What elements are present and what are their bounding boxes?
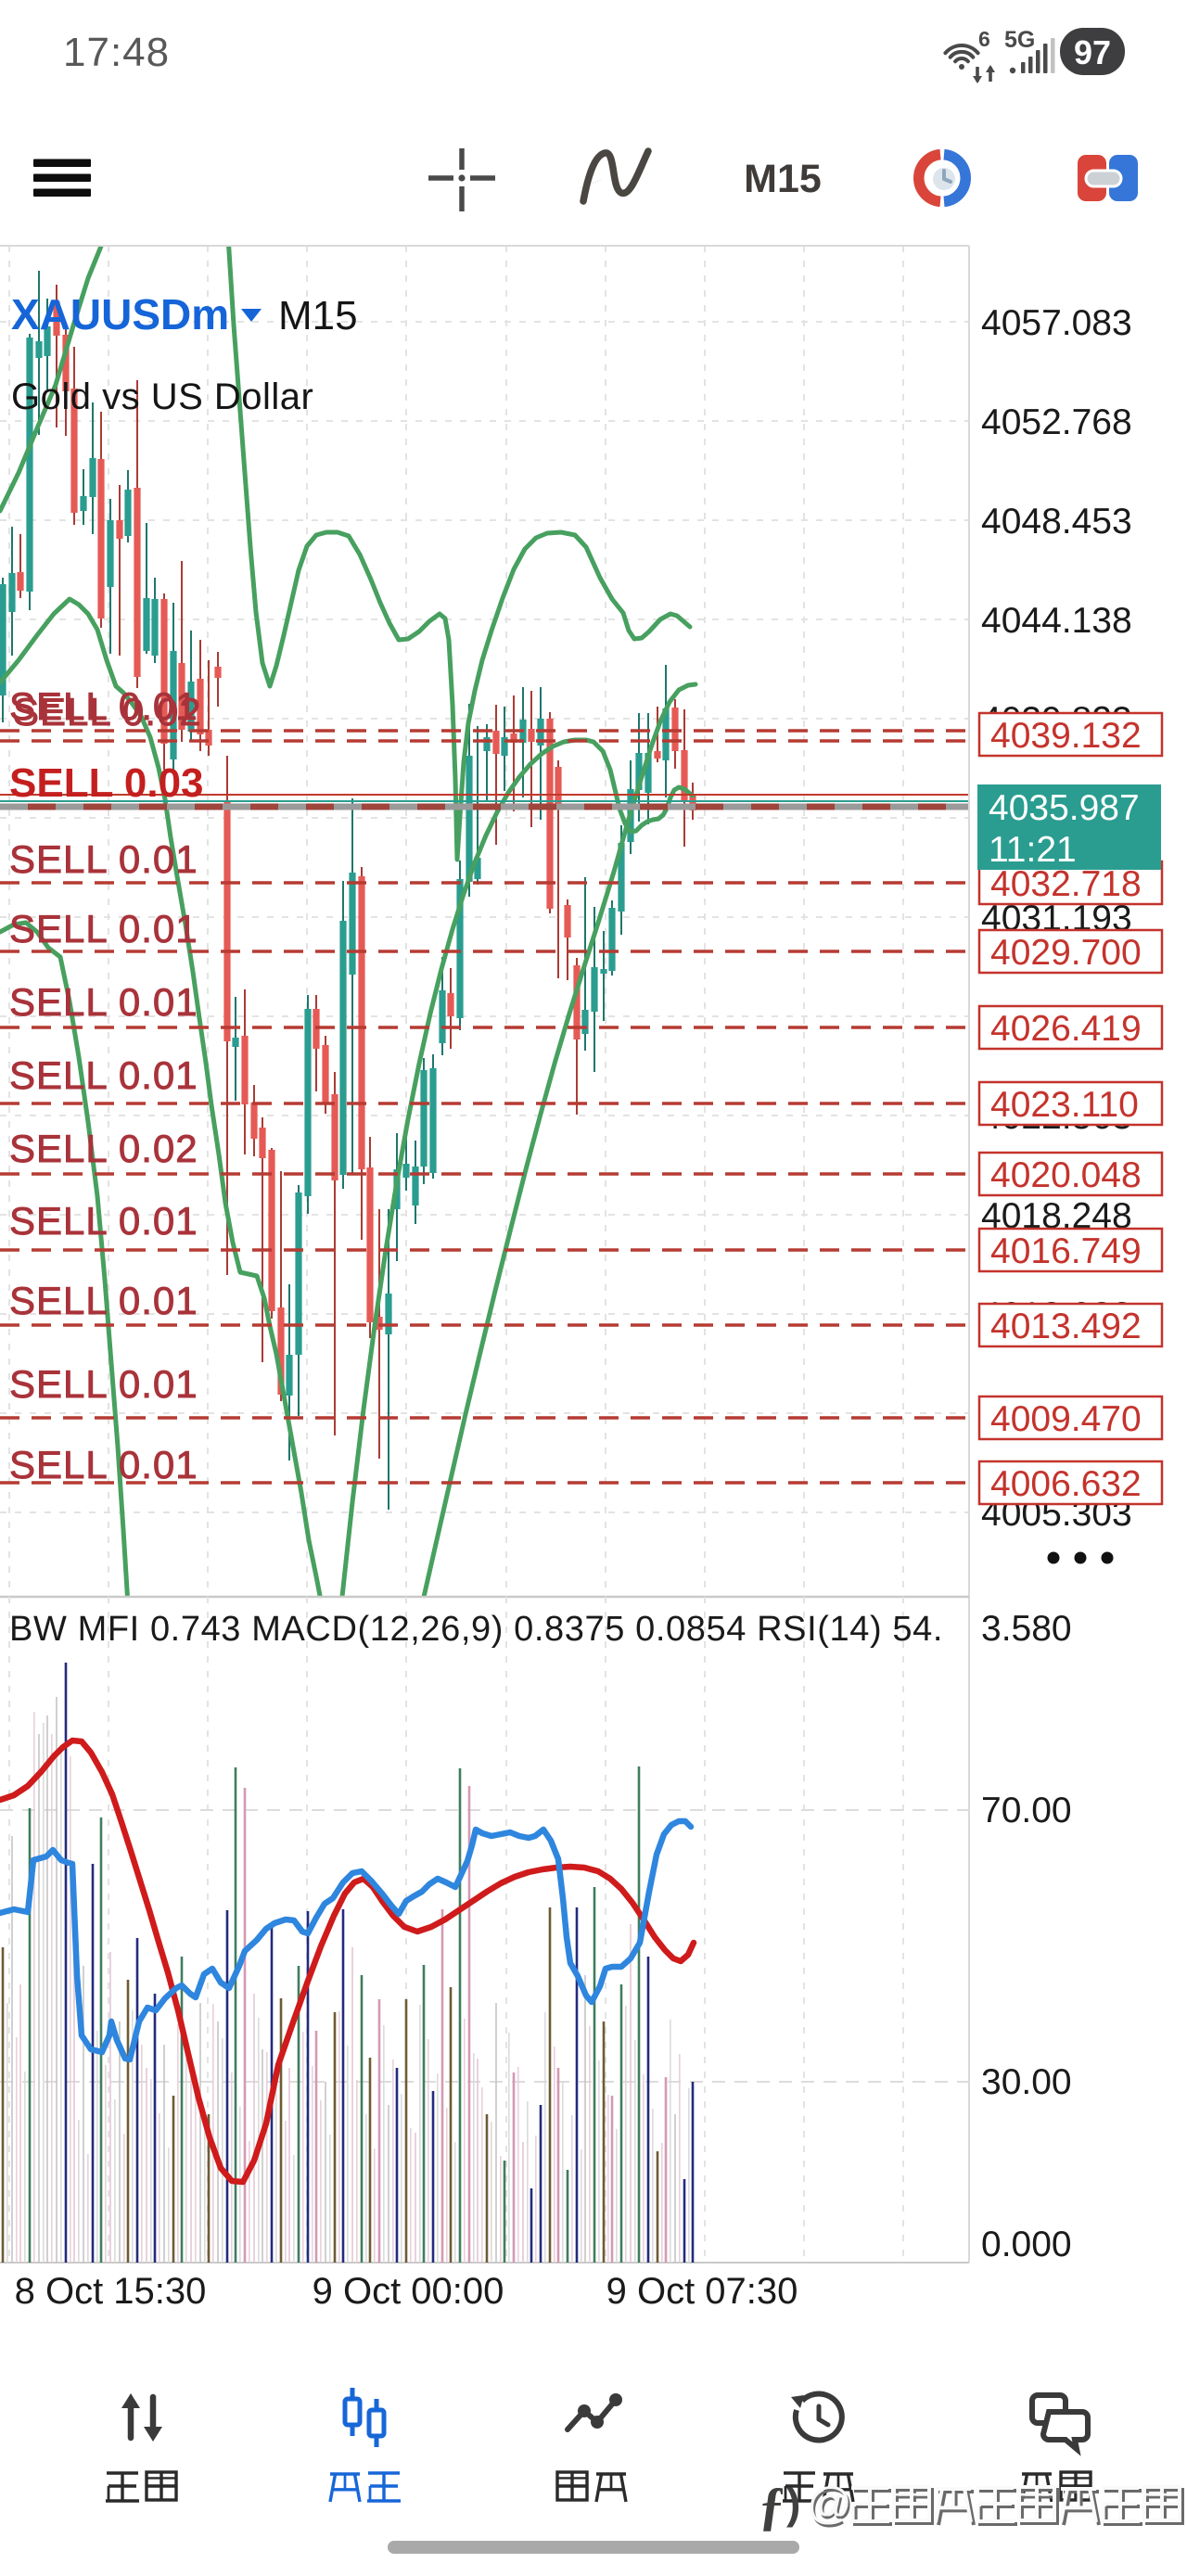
svg-text:SELL 0.01: SELL 0.01 <box>9 1279 198 1322</box>
svg-text:SELL 0.02: SELL 0.02 <box>9 1127 198 1170</box>
svg-text:SELL 0.01: SELL 0.01 <box>9 1199 198 1243</box>
svg-text:@: @ <box>809 2482 854 2531</box>
svg-text:17:48: 17:48 <box>63 30 170 75</box>
svg-text:BW MFI 0.743 MACD(12,26,9) 0.8: BW MFI 0.743 MACD(12,26,9) 0.8375 0.0854… <box>9 1610 943 1649</box>
svg-text:SELL 0.01: SELL 0.01 <box>9 1053 198 1097</box>
svg-text:SELL 0.01: SELL 0.01 <box>9 1362 198 1406</box>
svg-text:SELL 0.01: SELL 0.01 <box>9 837 198 881</box>
svg-text:4006.632: 4006.632 <box>990 1464 1142 1504</box>
svg-text:6: 6 <box>978 27 990 51</box>
svg-text:M15: M15 <box>278 293 358 338</box>
svg-text:M15: M15 <box>744 157 822 201</box>
svg-text:Gold vs US Dollar: Gold vs US Dollar <box>11 376 313 417</box>
svg-text:SELL 0.01: SELL 0.01 <box>9 980 198 1024</box>
svg-text:4035.987: 4035.987 <box>989 788 1140 828</box>
svg-text:4032.718: 4032.718 <box>990 864 1142 904</box>
svg-text:@: @ <box>807 2480 852 2529</box>
svg-text:5G: 5G <box>1004 27 1035 53</box>
svg-text:ƒ: ƒ <box>759 2476 785 2536</box>
svg-text:): ) <box>786 2480 800 2528</box>
svg-text:SELL 0.01: SELL 0.01 <box>9 1443 198 1486</box>
svg-text:30.00: 30.00 <box>981 2062 1072 2102</box>
svg-text:4052.768: 4052.768 <box>981 402 1132 442</box>
svg-text:SELL 0.01: SELL 0.01 <box>9 684 198 728</box>
svg-text:SELL 0.02: SELL 0.02 <box>13 690 202 733</box>
svg-text:4048.453: 4048.453 <box>981 502 1132 542</box>
svg-text:8 Oct 15:30: 8 Oct 15:30 <box>15 2271 207 2312</box>
svg-text:4039.132: 4039.132 <box>990 716 1142 756</box>
svg-text:11:21: 11:21 <box>989 830 1077 870</box>
svg-text:4009.470: 4009.470 <box>990 1399 1142 1439</box>
svg-text:9 Oct 07:30: 9 Oct 07:30 <box>606 2271 798 2312</box>
svg-text:4020.048: 4020.048 <box>990 1155 1142 1195</box>
svg-text:3.580: 3.580 <box>981 1609 1072 1649</box>
svg-text:4016.749: 4016.749 <box>990 1231 1142 1271</box>
svg-text:4013.492: 4013.492 <box>990 1307 1142 1346</box>
svg-text:SELL 0.01: SELL 0.01 <box>9 907 198 950</box>
svg-text:4026.419: 4026.419 <box>990 1009 1142 1049</box>
svg-text:70.00: 70.00 <box>981 1791 1072 1830</box>
svg-text:4044.138: 4044.138 <box>981 601 1132 641</box>
svg-text:4057.083: 4057.083 <box>981 303 1132 343</box>
svg-text:SELL 0.03: SELL 0.03 <box>9 760 204 806</box>
svg-text:XAUUSDm: XAUUSDm <box>11 290 229 338</box>
svg-text:0.000: 0.000 <box>981 2225 1072 2264</box>
svg-text:9 Oct 00:00: 9 Oct 00:00 <box>313 2271 504 2312</box>
svg-text:4029.700: 4029.700 <box>990 933 1142 973</box>
svg-text:4023.110: 4023.110 <box>990 1085 1139 1125</box>
svg-text:97: 97 <box>1074 33 1111 71</box>
